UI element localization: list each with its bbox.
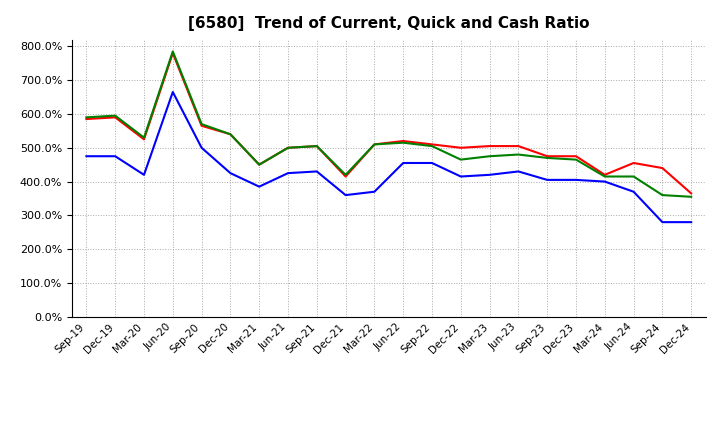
Quick Ratio — [428, 143, 436, 149]
Current Ratio — [284, 145, 292, 150]
Current Ratio — [140, 137, 148, 142]
Current Ratio — [312, 143, 321, 149]
Quick Ratio — [629, 174, 638, 179]
Cash Ratio — [428, 160, 436, 165]
Quick Ratio — [111, 113, 120, 118]
Current Ratio — [514, 143, 523, 149]
Current Ratio — [226, 132, 235, 137]
Current Ratio — [428, 142, 436, 147]
Current Ratio — [370, 142, 379, 147]
Current Ratio — [572, 154, 580, 159]
Quick Ratio — [370, 142, 379, 147]
Cash Ratio — [226, 170, 235, 176]
Quick Ratio — [284, 145, 292, 150]
Quick Ratio — [140, 135, 148, 140]
Quick Ratio — [658, 192, 667, 198]
Title: [6580]  Trend of Current, Quick and Cash Ratio: [6580] Trend of Current, Quick and Cash … — [188, 16, 590, 32]
Cash Ratio — [197, 145, 206, 150]
Cash Ratio — [370, 189, 379, 194]
Current Ratio — [658, 165, 667, 171]
Quick Ratio — [226, 132, 235, 137]
Cash Ratio — [543, 177, 552, 183]
Quick Ratio — [543, 155, 552, 161]
Cash Ratio — [168, 89, 177, 95]
Quick Ratio — [687, 194, 696, 199]
Current Ratio — [687, 191, 696, 196]
Line: Quick Ratio: Quick Ratio — [86, 51, 691, 197]
Current Ratio — [255, 162, 264, 167]
Quick Ratio — [168, 49, 177, 54]
Quick Ratio — [514, 152, 523, 157]
Cash Ratio — [111, 154, 120, 159]
Cash Ratio — [658, 220, 667, 225]
Quick Ratio — [456, 157, 465, 162]
Cash Ratio — [341, 192, 350, 198]
Cash Ratio — [255, 184, 264, 189]
Quick Ratio — [255, 162, 264, 167]
Cash Ratio — [687, 220, 696, 225]
Current Ratio — [600, 172, 609, 177]
Quick Ratio — [82, 115, 91, 120]
Quick Ratio — [399, 140, 408, 145]
Current Ratio — [341, 174, 350, 179]
Current Ratio — [111, 115, 120, 120]
Cash Ratio — [600, 179, 609, 184]
Quick Ratio — [572, 157, 580, 162]
Current Ratio — [197, 123, 206, 128]
Quick Ratio — [341, 172, 350, 177]
Current Ratio — [168, 51, 177, 56]
Quick Ratio — [197, 121, 206, 127]
Current Ratio — [629, 160, 638, 165]
Current Ratio — [456, 145, 465, 150]
Current Ratio — [82, 117, 91, 122]
Cash Ratio — [514, 169, 523, 174]
Current Ratio — [399, 138, 408, 143]
Quick Ratio — [312, 143, 321, 149]
Cash Ratio — [629, 189, 638, 194]
Line: Current Ratio: Current Ratio — [86, 53, 691, 194]
Cash Ratio — [399, 160, 408, 165]
Cash Ratio — [284, 170, 292, 176]
Line: Cash Ratio: Cash Ratio — [86, 92, 691, 222]
Cash Ratio — [140, 172, 148, 177]
Cash Ratio — [82, 154, 91, 159]
Quick Ratio — [485, 154, 494, 159]
Current Ratio — [543, 154, 552, 159]
Quick Ratio — [600, 174, 609, 179]
Current Ratio — [485, 143, 494, 149]
Cash Ratio — [572, 177, 580, 183]
Cash Ratio — [456, 174, 465, 179]
Cash Ratio — [485, 172, 494, 177]
Cash Ratio — [312, 169, 321, 174]
